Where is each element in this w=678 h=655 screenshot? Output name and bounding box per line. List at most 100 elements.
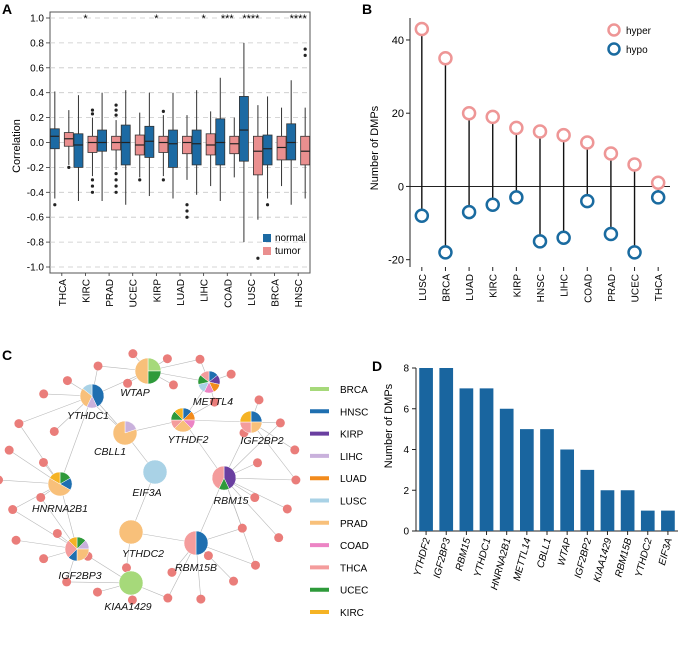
panel-a-outlier <box>161 178 165 182</box>
panel-c-target-node <box>62 376 72 386</box>
panel-c-target-node <box>275 418 285 428</box>
panel-a-ytick-label: 0.8 <box>30 38 44 49</box>
panel-c-target-node <box>229 576 239 586</box>
panel-a-xtick-label: LUAD <box>176 279 187 306</box>
panel-a-xtick-label: LUSC <box>247 279 258 306</box>
panel-c-target-node <box>203 551 213 561</box>
panel-c-target-node <box>93 361 103 371</box>
panel-c-hub-label: YTHDF2 <box>168 434 209 446</box>
panel-d-xtick-label: EIF3A <box>657 537 675 567</box>
panel-c-edge <box>223 422 281 479</box>
panel-d-ytick-label: 4 <box>403 445 409 456</box>
panel-a-significance: * <box>154 13 159 25</box>
panel-d-bar <box>540 429 554 531</box>
panel-a-outlier <box>303 47 307 51</box>
panel-c-legend-label: THCA <box>340 563 368 574</box>
panel-b-point-hyper <box>509 120 524 136</box>
panel-b-point-hypo <box>603 226 619 242</box>
panel-c-target-node <box>38 457 48 467</box>
panel-c-target-node <box>39 389 49 399</box>
panel-c-target-node <box>250 493 260 503</box>
panel-b-ylabel: Number of DMPs <box>369 105 381 190</box>
panel-d-xtick-label: YTHDF2 <box>412 537 433 578</box>
panel-c-target-node <box>254 395 264 405</box>
panel-b-point-hypo <box>414 208 430 223</box>
panel-c-target-node <box>36 492 46 502</box>
panel-c-hub-slice <box>200 370 210 383</box>
panel-b-point-hypo <box>509 190 524 205</box>
panel-a-ytick-label: 1.0 <box>30 14 44 25</box>
panel-c-hub-label: IGF2BP3 <box>58 570 101 582</box>
panel-d-bar <box>620 490 635 531</box>
panel-c-hub-slice <box>118 519 144 545</box>
panel-c-target-node <box>209 397 219 407</box>
panel-a-outlier <box>114 103 118 107</box>
panel-d-xtick-label: YTHDC1 <box>472 537 493 578</box>
panel-b-ytick-label: 40 <box>392 35 404 47</box>
panel-a-outlier <box>265 203 270 207</box>
panel-d-xtick-label: IGF2BP3 <box>432 537 453 580</box>
panel-a-outlier <box>303 53 307 57</box>
panel-c-legend: BRCA HNSC KIRP LIHC LUAD LUSC PRAD COAD THCA UCEC… <box>310 385 369 619</box>
panel-c-legend-label: COAD <box>340 541 369 552</box>
panel-b-point-hyper <box>580 135 595 150</box>
panel-c-hub-slice <box>174 407 184 421</box>
panel-d-ytick-label: 2 <box>403 486 409 497</box>
panel-a-box-normal <box>49 128 60 150</box>
panel-b-ytick-label: 0 <box>398 181 404 193</box>
panel-d-label: D <box>372 358 382 374</box>
panel-a-outlier <box>67 165 71 169</box>
panel-d-bar <box>661 510 675 531</box>
panel-d-bar <box>580 469 595 531</box>
panel-c-hub-slice <box>239 410 252 423</box>
panel-c-target-node <box>62 577 72 587</box>
panel-c-hub-slice <box>211 465 225 490</box>
panel-a-significance: * <box>201 13 206 25</box>
panel-c-edge <box>18 395 93 424</box>
panel-c-target-node <box>163 593 173 603</box>
panel-c-hub-slice <box>250 421 263 434</box>
panel-b-point-hyper <box>627 157 642 172</box>
panel-a-outlier <box>114 113 118 117</box>
panel-c-hub-slice <box>49 471 61 485</box>
panel-a-outlier <box>114 190 118 194</box>
panel-c-target-node <box>127 595 137 605</box>
panel-c-hub-slice <box>47 477 71 497</box>
panel-a-outlier <box>185 209 189 213</box>
panel-a-outlier <box>114 178 118 182</box>
panel-b-xtick-label: BRCA <box>441 274 452 302</box>
panel-c-target-node <box>237 523 247 533</box>
panel-c-hub-slice <box>134 357 149 385</box>
panel-c-legend-label: BRCA <box>340 385 368 396</box>
panel-c-target-node <box>4 445 14 455</box>
panel-a-box-tumor <box>158 135 169 153</box>
panel-d-xtick-label: RBM15 <box>454 537 473 572</box>
panel-b-label: B <box>362 1 372 17</box>
panel-b-plot: 40 20 0 -20 LUSC BRCA LUAD KIRC KIRP HNSC LIHC COAD… <box>388 18 670 303</box>
panel-c-network: WTAP METTL4 YTHDC1 CBLL1 YTHDF2 IGF2BP2 HNRNA2… <box>0 349 301 613</box>
panel-a-significance: **** <box>242 13 260 25</box>
panel-b-legend: hyper hypo <box>607 23 652 56</box>
panel-d-xtick-label: CBLL1 <box>535 537 554 569</box>
panel-d-bar <box>439 368 454 531</box>
panel-a-box-tumor <box>205 133 216 156</box>
panel-d-xtick-label: HNRNA2B1 <box>489 537 513 591</box>
panel-b-legend-marker <box>607 23 621 37</box>
panel-b-point-hypo <box>580 193 595 209</box>
panel-b-xtick-label: LUAD <box>465 274 476 301</box>
panel-c-target-node <box>196 594 206 604</box>
panel-c-hub-label: RBM15B <box>175 562 217 574</box>
panel-a-box-normal <box>168 129 178 168</box>
panel-c-hub-slice <box>91 383 105 408</box>
panel-a-xtick-label: THCA <box>58 279 69 307</box>
panel-c-hub-label: KIAA1429 <box>104 601 151 613</box>
panel-c-hub-label: YTHDC2 <box>122 548 164 560</box>
panel-a-outlier <box>90 112 95 116</box>
panel-c-hub-label: YTHDC1 <box>67 410 109 422</box>
panel-a-legend-swatch <box>263 234 271 242</box>
panel-c-legend-label: LUAD <box>340 474 367 485</box>
panel-a-xtick-label: KIRP <box>152 279 163 303</box>
panel-c-hub-slice <box>82 383 93 397</box>
panel-d-bar <box>419 368 433 531</box>
